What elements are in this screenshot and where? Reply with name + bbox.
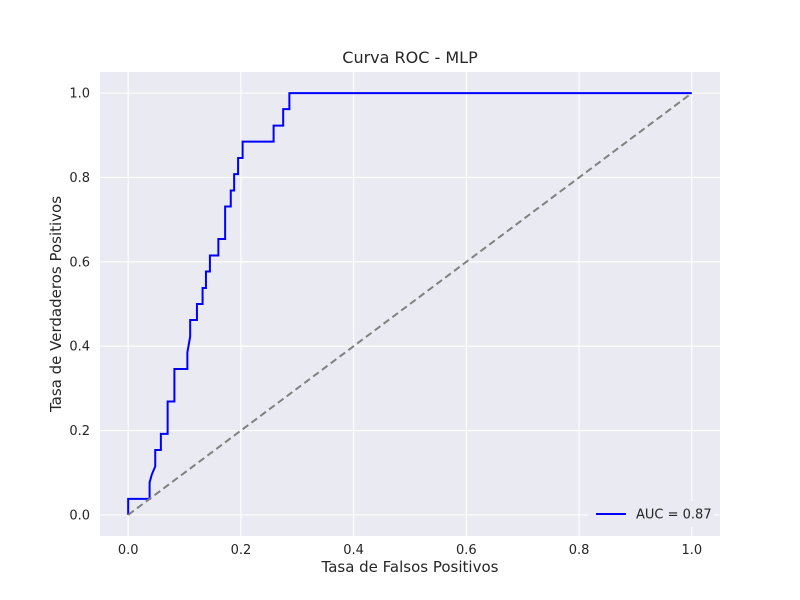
x-tick-label: 1.0: [681, 543, 702, 558]
series-layer: [127, 92, 693, 516]
legend-label-roc: AUC = 0.87: [636, 508, 712, 523]
y-tick-label: 0.0: [69, 508, 90, 523]
legend: AUC = 0.87: [588, 501, 714, 527]
y-tick-label: 0.4: [69, 340, 90, 355]
x-tick-label: 0.4: [343, 543, 364, 558]
x-tick-label: 0.6: [456, 543, 477, 558]
grid: [100, 72, 720, 536]
x-tick-label: 0.0: [118, 543, 139, 558]
y-tick-label: 1.0: [69, 87, 90, 102]
y-axis-label: Tasa de Verdaderos Positivos: [47, 196, 65, 413]
x-tick-label: 0.8: [569, 543, 590, 558]
chart-title: Curva ROC - MLP: [342, 48, 478, 67]
y-tick-label: 0.6: [69, 255, 90, 270]
x-axis-label: Tasa de Falsos Positivos: [321, 558, 499, 576]
x-tick-label: 0.2: [231, 543, 252, 558]
roc-curve-line: [127, 92, 692, 515]
tick-labels: 0.0 0.2 0.4 0.6 0.8 1.0 0.0 0.2 0.4 0.6 0.8 1.0: [69, 87, 702, 558]
diagonal-reference-line: [127, 92, 693, 516]
y-tick-label: 0.8: [69, 171, 90, 186]
y-tick-label: 0.2: [69, 424, 90, 439]
